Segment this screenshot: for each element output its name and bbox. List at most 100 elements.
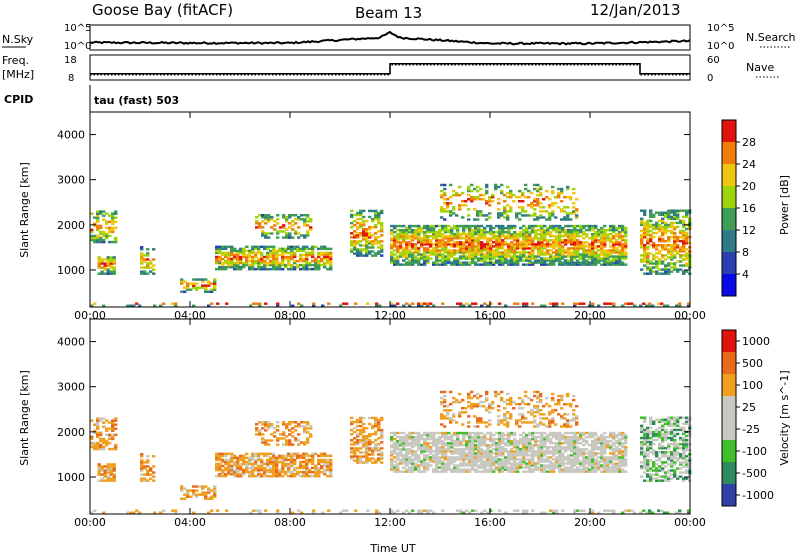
velocity-cell (261, 421, 265, 424)
power-cell (682, 231, 686, 235)
velocity-cell (582, 444, 586, 447)
power-cell (519, 241, 523, 244)
power-cell (435, 247, 439, 250)
velocity-cell (254, 460, 258, 464)
power-cell (254, 245, 258, 249)
power-cell (682, 209, 686, 212)
power-cell (673, 235, 677, 239)
velocity-cell (492, 460, 496, 463)
velocity-cell (109, 469, 113, 472)
power-cell (96, 224, 100, 228)
velocity-cell (281, 474, 285, 478)
velocity-cell (329, 468, 333, 472)
velocity-cell (498, 450, 502, 453)
velocity-cell (443, 417, 447, 420)
power-cell (414, 237, 418, 240)
power-cell (462, 232, 466, 236)
power-cell (591, 237, 595, 240)
velocity-cell (618, 433, 622, 437)
power-cell (539, 193, 543, 197)
power-cell (497, 197, 501, 201)
power-cell (640, 268, 644, 271)
velocity-cell (308, 454, 312, 458)
velocity-cell (362, 441, 366, 444)
power-cell (545, 210, 549, 213)
power-cell (414, 257, 418, 260)
power-cell (557, 187, 561, 191)
velocity-cell (390, 458, 394, 461)
velocity-cell (624, 439, 628, 443)
velocity-cell (597, 460, 601, 463)
power-cell (646, 258, 650, 261)
velocity-cell (525, 452, 529, 455)
velocity-cell (207, 487, 211, 490)
velocity-cell (374, 439, 378, 442)
velocity-cell (450, 468, 454, 471)
power-cell (312, 304, 316, 307)
velocity-cell (438, 458, 442, 461)
velocity-cell (606, 466, 610, 469)
power-cell (585, 259, 589, 262)
power-cell (483, 243, 487, 246)
velocity-cell (285, 423, 289, 426)
velocity-cell (374, 430, 378, 434)
velocity-cell (296, 470, 300, 474)
power-cell (365, 244, 369, 247)
power-cell (552, 226, 556, 230)
velocity-cell (449, 409, 453, 412)
velocity-cell (462, 454, 466, 457)
power-cell (420, 263, 424, 266)
velocity-cell (452, 396, 456, 400)
power-cell (545, 218, 549, 221)
velocity-cell (618, 468, 622, 471)
power-cell (673, 246, 677, 249)
velocity-cell (564, 450, 568, 453)
power-cell (507, 259, 511, 262)
power-cell (498, 253, 502, 256)
velocity-cell (471, 464, 475, 467)
velocity-cell (438, 448, 442, 451)
power-cell (287, 263, 291, 267)
velocity-cell (606, 470, 610, 473)
power-cell (111, 226, 115, 230)
velocity-cell (399, 458, 403, 461)
power-cell (399, 224, 403, 228)
power-cell (189, 288, 193, 291)
power-cell (272, 265, 276, 269)
velocity-cell (495, 466, 499, 469)
power-cell (309, 226, 313, 229)
velocity-cell (420, 470, 424, 473)
velocity-cell (329, 464, 333, 468)
velocity-cell (585, 442, 589, 445)
power-cell (500, 214, 504, 217)
velocity-cell (570, 460, 574, 463)
velocity-cell (248, 462, 252, 466)
velocity-cell (198, 493, 202, 496)
power-cell (402, 239, 406, 242)
velocity-cell (356, 432, 360, 436)
velocity-cell (323, 464, 327, 468)
power-cell (210, 288, 214, 291)
power-cell (603, 259, 607, 262)
velocity-cell (474, 468, 478, 471)
velocity-cell (350, 432, 354, 436)
velocity-cell (561, 458, 565, 461)
power-cell (542, 216, 546, 219)
power-cell (510, 232, 514, 236)
power-cell (471, 230, 475, 234)
velocity-cell (504, 458, 508, 461)
velocity-cell (573, 470, 577, 473)
velocity-cell (522, 456, 526, 459)
power-cell (296, 247, 300, 251)
power-cell (492, 251, 496, 254)
velocity-cell (609, 462, 613, 465)
power-cell (652, 215, 656, 219)
power-cell (483, 237, 487, 240)
power-cell (258, 222, 262, 225)
power-cell (522, 245, 526, 248)
velocity-cell (396, 462, 400, 465)
power-cell (308, 253, 312, 257)
velocity-cell (405, 442, 409, 445)
velocity-cell (99, 417, 103, 420)
power-cell (314, 265, 318, 269)
